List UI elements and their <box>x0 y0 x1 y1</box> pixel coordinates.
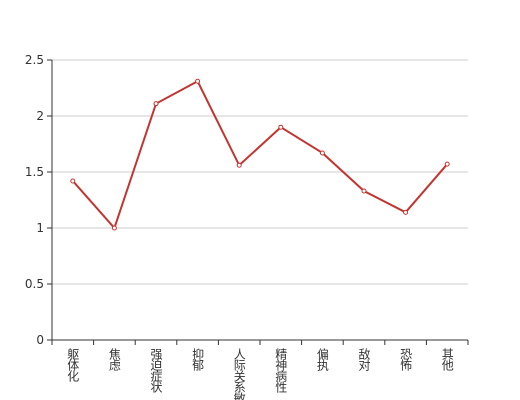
x-tick-label: 恐怖 <box>399 348 413 371</box>
point <box>153 101 159 107</box>
point <box>236 162 242 168</box>
x-tick-label: 焦虑 <box>107 348 121 371</box>
x-tick-label: 躯体化 <box>66 347 80 383</box>
point <box>278 124 284 130</box>
point <box>319 150 325 156</box>
x-tick-label: 抑郁 <box>191 347 205 372</box>
x-tick-label: 其他 <box>440 348 454 371</box>
line <box>72 79 448 230</box>
x-tick-label: 人际关系敏感 <box>232 348 246 400</box>
x-tick-label: 偏执 <box>315 347 329 372</box>
point <box>111 225 117 231</box>
y-tick-label: 1 <box>36 221 44 235</box>
point <box>70 178 76 184</box>
y-tick-label: 2.5 <box>25 53 44 67</box>
point <box>195 78 201 84</box>
y-tick-label: 2 <box>36 109 44 123</box>
x-tick-label: 强迫症状 <box>149 348 163 393</box>
y-tick-label: 0.5 <box>25 277 44 291</box>
point <box>444 161 450 167</box>
y-tick-label: 0 <box>36 333 44 347</box>
point <box>361 188 367 194</box>
x-tick-label: 精神病性 <box>274 348 288 394</box>
x-tick-label: 敌对 <box>357 347 371 371</box>
y-tick-label: 1.5 <box>25 165 44 179</box>
point <box>403 209 409 215</box>
